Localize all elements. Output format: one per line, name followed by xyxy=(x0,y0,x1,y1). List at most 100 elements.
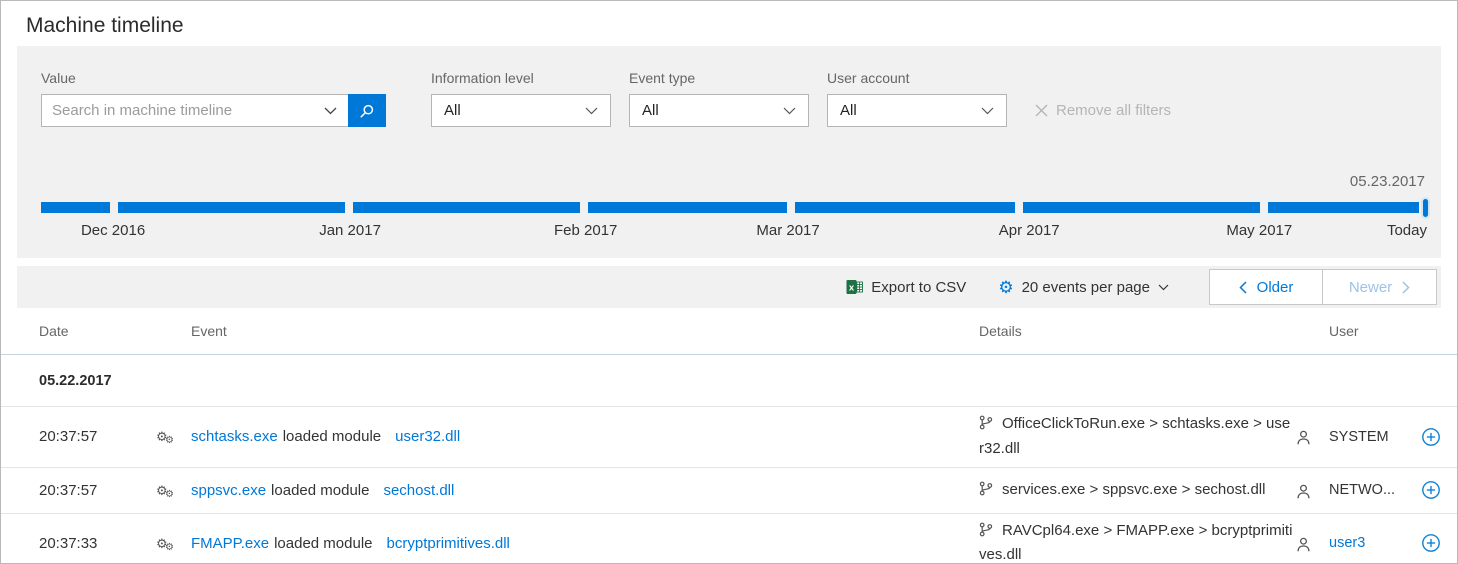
search-input[interactable] xyxy=(42,95,312,126)
add-to-investigation-button[interactable] xyxy=(1405,533,1441,553)
user-account-select[interactable]: All xyxy=(827,94,1007,127)
module-link[interactable]: user32.dll xyxy=(395,428,461,446)
timeline-month-label: Mar 2017 xyxy=(756,222,820,239)
timeline-segment xyxy=(1023,202,1261,213)
module-link[interactable]: bcryptprimitives.dll xyxy=(386,534,510,552)
process-gears-icon: ⚙ ⚙ xyxy=(156,429,174,447)
timeline-segment xyxy=(1268,202,1419,213)
remove-all-filters-button[interactable]: Remove all filters xyxy=(1035,94,1171,127)
table-toolbar: x Export to CSV ⚙ 20 events per page xyxy=(17,266,1441,308)
gear-icon: ⚙ xyxy=(998,277,1014,297)
value-filter-label: Value xyxy=(41,70,76,86)
older-label: Older xyxy=(1256,278,1294,296)
events-per-page-dropdown[interactable]: ⚙ 20 events per page xyxy=(998,279,1169,296)
timeline-segment xyxy=(353,202,581,213)
event-action-text: loaded module xyxy=(274,534,373,552)
user-name[interactable]: user3 xyxy=(1329,535,1366,552)
add-to-investigation-button[interactable] xyxy=(1405,480,1441,500)
user-account-label: User account xyxy=(827,70,910,86)
timeline-segment xyxy=(588,202,788,213)
timeline-month-label: Jan 2017 xyxy=(319,222,381,239)
search-combobox[interactable] xyxy=(41,94,386,127)
event-details: RAVCpl64.exe > FMAPP.exe > bcryptprimiti… xyxy=(979,519,1295,564)
chevron-left-icon xyxy=(1239,280,1247,294)
plus-circle-icon xyxy=(1421,427,1441,447)
events-table: Date Event Details User 05.22.2017 20:37… xyxy=(1,308,1457,564)
table-row[interactable]: 20:37:57 ⚙ ⚙ schtasks.exe loaded module u… xyxy=(1,407,1457,468)
chevron-right-icon xyxy=(1402,280,1410,294)
chevron-down-icon xyxy=(1158,284,1169,291)
table-body: 20:37:57 ⚙ ⚙ schtasks.exe loaded module u… xyxy=(1,407,1457,564)
event-action-text: loaded module xyxy=(282,428,382,446)
older-button[interactable]: Older xyxy=(1209,269,1323,305)
timeline-track[interactable] xyxy=(41,196,1430,219)
timeline-month-label: Apr 2017 xyxy=(998,222,1060,239)
newer-button[interactable]: Newer xyxy=(1323,269,1437,305)
timeline-current-date: 05.23.2017 xyxy=(1349,173,1425,190)
event-type-label: Event type xyxy=(629,70,696,86)
information-level-select[interactable]: All xyxy=(431,94,611,127)
timeline-month-label: Today xyxy=(1386,222,1427,239)
filter-timeline-panel: Value Information xyxy=(17,46,1441,258)
timeline-slider-handle[interactable] xyxy=(1421,196,1430,219)
search-button[interactable] xyxy=(348,94,386,127)
process-link[interactable]: sppsvc.exe xyxy=(191,481,267,499)
plus-circle-icon xyxy=(1421,480,1441,500)
export-to-csv-label: Export to CSV xyxy=(871,278,967,296)
timeline-month-label: Feb 2017 xyxy=(553,222,618,239)
timeline-month-label: Dec 2016 xyxy=(80,222,146,239)
column-header-details: Details xyxy=(979,323,1022,339)
event-details: services.exe > sppsvc.exe > sechost.dll xyxy=(979,478,1295,503)
event-time: 20:37:57 xyxy=(39,481,98,499)
information-level-value: All xyxy=(444,102,461,119)
plus-circle-icon xyxy=(1421,533,1441,553)
process-gears-icon: ⚙ ⚙ xyxy=(156,535,174,553)
search-chevron-down-icon[interactable] xyxy=(312,95,348,126)
page-title: Machine timeline xyxy=(26,14,184,37)
remove-all-filters-label: Remove all filters xyxy=(1056,102,1172,119)
column-header-user: User xyxy=(1329,323,1359,339)
timeline-month-label: May 2017 xyxy=(1226,222,1293,239)
user-name[interactable]: NETWO... xyxy=(1329,482,1396,498)
table-header: Date Event Details User xyxy=(1,308,1457,355)
chevron-down-icon xyxy=(585,107,598,115)
process-tree-icon xyxy=(979,415,993,430)
process-tree-icon xyxy=(979,481,993,496)
group-date: 05.22.2017 xyxy=(39,372,112,389)
process-link[interactable]: schtasks.exe xyxy=(191,428,278,446)
table-row[interactable]: 20:37:57 ⚙ ⚙ sppsvc.exe loaded module sec… xyxy=(1,468,1457,514)
table-row[interactable]: 20:37:33 ⚙ ⚙ FMAPP.exe loaded module bcry… xyxy=(1,514,1457,564)
column-header-date: Date xyxy=(39,323,69,339)
timeline-segment xyxy=(118,202,346,213)
process-link[interactable]: FMAPP.exe xyxy=(191,534,270,552)
chevron-down-icon xyxy=(783,107,796,115)
close-icon xyxy=(1035,104,1048,117)
user-name[interactable]: SYSTEM xyxy=(1329,428,1389,445)
event-details: OfficeClickToRun.exe > schtasks.exe > us… xyxy=(979,412,1295,462)
column-header-event: Event xyxy=(191,323,227,339)
chevron-down-icon xyxy=(981,107,994,115)
date-group-row: 05.22.2017 xyxy=(1,355,1457,407)
details-text: RAVCpl64.exe > FMAPP.exe > bcryptprimiti… xyxy=(979,521,1293,564)
pagination: Older Newer xyxy=(1209,269,1437,305)
event-time: 20:37:33 xyxy=(39,534,98,552)
user-account-value: All xyxy=(840,102,857,119)
user-icon xyxy=(1295,483,1312,500)
details-text: services.exe > sppsvc.exe > sechost.dll xyxy=(1002,480,1266,498)
events-per-page-label: 20 events per page xyxy=(1021,278,1150,296)
user-icon xyxy=(1295,429,1312,446)
add-to-investigation-button[interactable] xyxy=(1405,427,1441,447)
timeline-slider: 05.23.2017 Dec 2016 Jan 2017 Feb 2017 Mar 2… xyxy=(41,173,1430,242)
event-action-text: loaded module xyxy=(271,481,370,499)
user-icon xyxy=(1295,536,1312,553)
timeline-axis-labels: Dec 2016 Jan 2017 Feb 2017 Mar 2017 Apr 2017… xyxy=(41,222,1427,242)
process-gears-icon: ⚙ ⚙ xyxy=(156,482,174,500)
event-type-value: All xyxy=(642,102,659,119)
details-text: OfficeClickToRun.exe > schtasks.exe > us… xyxy=(979,415,1291,457)
export-to-csv-button[interactable]: x Export to CSV xyxy=(846,279,966,296)
event-type-select[interactable]: All xyxy=(629,94,809,127)
search-icon xyxy=(359,103,375,119)
module-link[interactable]: sechost.dll xyxy=(383,481,455,499)
information-level-label: Information level xyxy=(431,70,534,86)
